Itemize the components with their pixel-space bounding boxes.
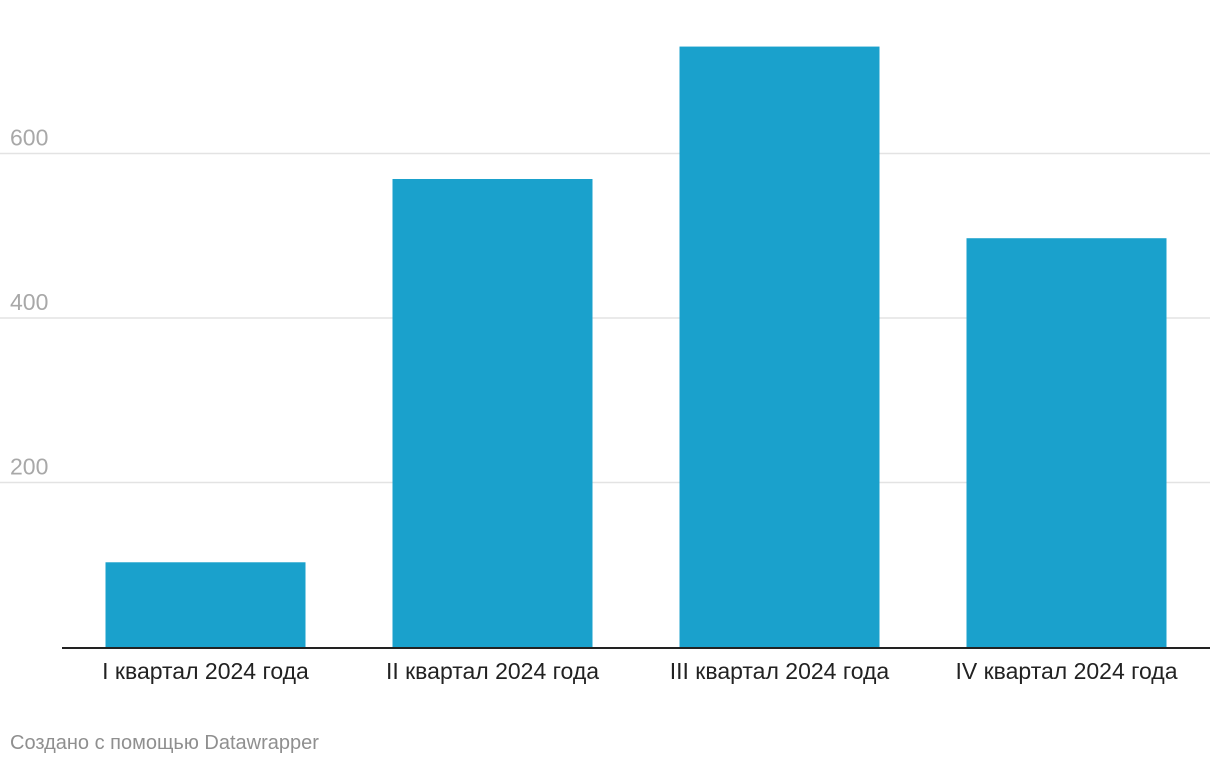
y-tick-label-400: 400 [10, 289, 48, 315]
x-category-label-3: III квартал 2024 года [670, 658, 890, 684]
bar-2 [392, 178, 593, 647]
y-tick-label-200: 200 [10, 454, 48, 480]
y-tick-label-600: 600 [10, 125, 48, 151]
bar-3 [679, 46, 880, 647]
bar-4 [966, 238, 1167, 647]
x-category-label-4: IV квартал 2024 года [955, 658, 1177, 684]
category-labels: I квартал 2024 года II квартал 2024 года I… [102, 658, 1178, 684]
bars [105, 46, 1167, 647]
x-category-label-1: I квартал 2024 года [102, 658, 309, 684]
x-category-label-2: II квартал 2024 года [386, 658, 599, 684]
footer-credit: Создано с помощью Datawrapper [10, 732, 319, 754]
bar-1 [105, 562, 306, 647]
